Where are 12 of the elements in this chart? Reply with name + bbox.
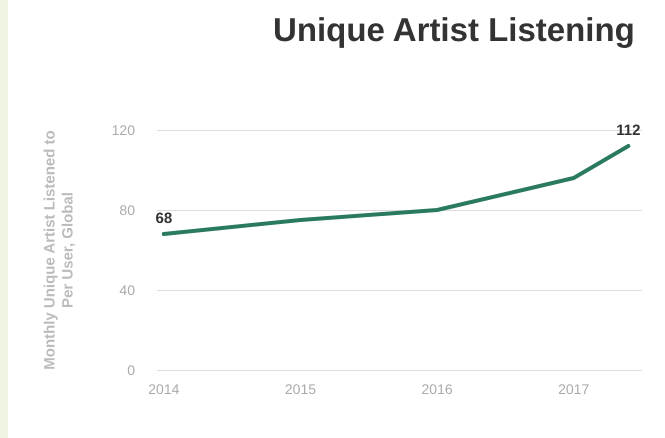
x-tick-label: 2017 [558, 381, 590, 397]
y-tick-label: 0 [127, 362, 136, 378]
x-tick-label: 2016 [421, 381, 453, 397]
data-label: 112 [616, 122, 640, 139]
chart-title: Unique Artist Listening [273, 11, 635, 48]
y-tick-label: 120 [112, 122, 136, 138]
y-axis-title: Monthly Unique Artist Listened to Per User, Global [42, 130, 76, 370]
y-tick-label: 80 [119, 202, 136, 218]
data-label: 68 [155, 210, 172, 227]
y-tick-label: 40 [119, 282, 136, 298]
x-tick-label: 2015 [284, 381, 316, 397]
x-tick-label: 2014 [148, 381, 180, 397]
